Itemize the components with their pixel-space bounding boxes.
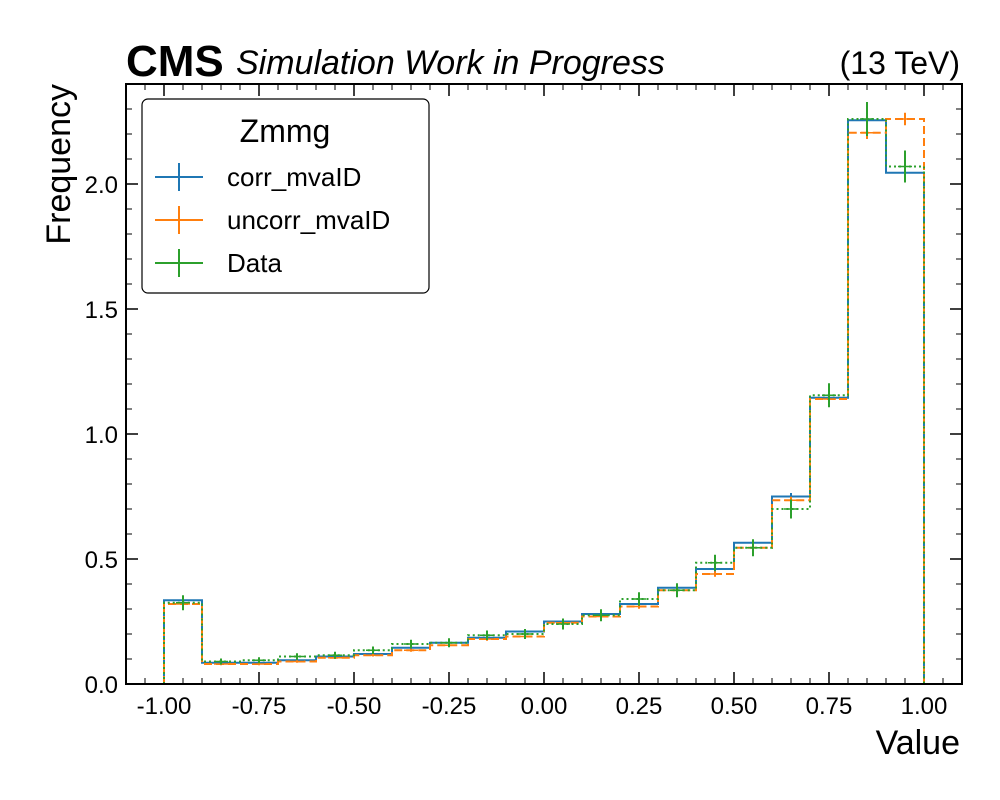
x-tick-label: -1.00 [137, 693, 192, 720]
energy-label: (13 TeV) [840, 45, 960, 81]
legend-title: Zmmg [240, 113, 331, 149]
experiment-label: CMS [126, 37, 224, 86]
x-tick-label: 0.00 [521, 693, 568, 720]
status-label: Simulation Work in Progress [236, 44, 665, 82]
x-tick-label: 0.25 [616, 693, 663, 720]
y-tick-label: 0.0 [85, 672, 118, 699]
plot-frame [125, 83, 963, 685]
y-tick-label: 1.0 [85, 422, 118, 449]
legend-label: uncorr_mvaID [227, 205, 390, 235]
x-tick-label: -0.50 [327, 693, 382, 720]
y-axis-label: Frequency [40, 84, 78, 245]
x-tick-label: 1.00 [901, 693, 948, 720]
x-tick-label: -0.75 [232, 693, 287, 720]
errorbar-layer [176, 102, 912, 666]
legend-label: corr_mvaID [227, 162, 361, 192]
x-tick-label: 0.50 [711, 693, 758, 720]
y-tick-label: 1.5 [85, 297, 118, 324]
x-tick-label: -0.25 [422, 693, 477, 720]
legend-box [141, 98, 430, 294]
x-axis-label: Value [876, 724, 960, 762]
y-tick-label: 2.0 [85, 172, 118, 199]
axis-ticks: -1.00 -0.75 -0.50 -0.25 0.00 0.25 0.50 0.75 1.00… [85, 84, 963, 720]
x-tick-label: 0.75 [806, 693, 853, 720]
y-tick-label: 0.5 [85, 547, 118, 574]
legend: Zmmg corr_mvaID uncorr_mvaID Data [141, 98, 430, 294]
legend-label: Data [227, 248, 282, 278]
